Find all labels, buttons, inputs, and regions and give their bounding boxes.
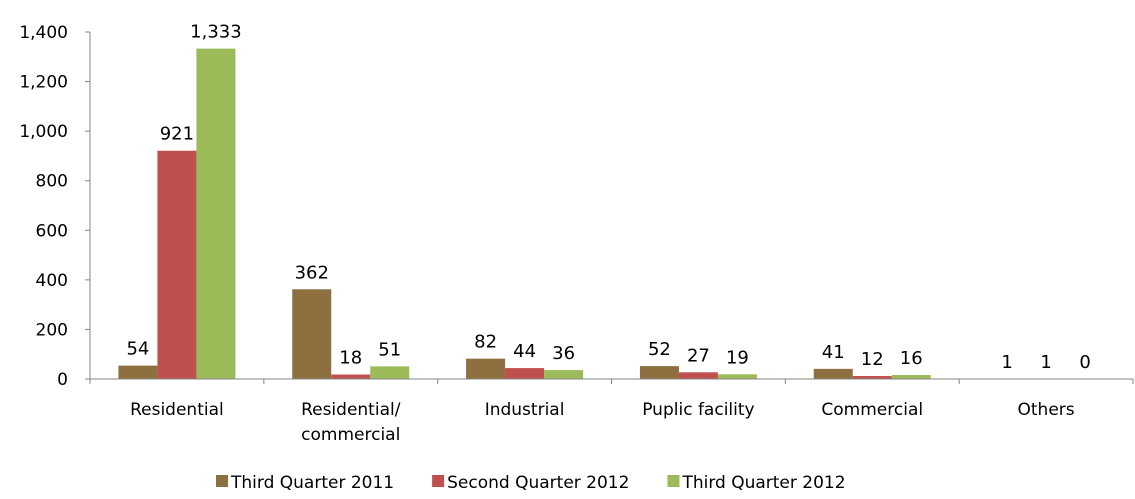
y-tick-label: 0 — [57, 370, 68, 390]
data-labels: 54 921 1,333 362 18 51 82 44 36 52 27 19 41 12 16 1 1 0 — [126, 22, 1090, 373]
data-label: 921 — [160, 124, 194, 145]
legend-swatch — [216, 475, 228, 487]
y-tick-label: 200 — [36, 320, 68, 340]
bar — [852, 376, 892, 379]
data-label: 54 — [126, 339, 149, 360]
y-tick-label: 400 — [36, 271, 68, 291]
legend-item: Third Quarter 2012 — [667, 473, 846, 493]
bar — [292, 289, 332, 379]
y-tick-label: 800 — [36, 172, 68, 192]
legend-item: Second Quarter 2012 — [432, 473, 629, 493]
bar — [157, 150, 197, 379]
data-label: 1 — [1040, 352, 1051, 373]
legend-label: Second Quarter 2012 — [447, 473, 629, 493]
data-label: 1,333 — [190, 22, 242, 43]
bar — [196, 48, 236, 379]
data-label: 12 — [861, 349, 884, 370]
bars — [118, 48, 1066, 379]
bar — [331, 374, 371, 379]
x-tick-label: Industrial — [485, 400, 565, 420]
data-label: 51 — [378, 339, 401, 360]
data-label: 44 — [513, 341, 536, 362]
x-tick-label: Residential — [130, 400, 224, 420]
data-label: 52 — [648, 339, 671, 360]
bar — [505, 368, 545, 379]
legend-swatch — [667, 475, 680, 487]
data-label: 27 — [687, 345, 710, 366]
bar — [544, 370, 584, 379]
y-tick-label: 1,400 — [19, 23, 68, 43]
bar — [678, 372, 718, 379]
x-tick-label: Others — [1018, 400, 1075, 420]
y-tick-label: 600 — [36, 221, 68, 241]
data-label: 82 — [474, 332, 497, 353]
bar — [118, 365, 158, 379]
x-axis: Residential Residential/commercial Industr… — [89, 378, 1134, 445]
data-label: 1 — [1001, 352, 1012, 373]
data-label: 362 — [295, 262, 329, 283]
data-label: 41 — [822, 342, 845, 363]
data-label: 18 — [339, 348, 362, 369]
bar — [466, 358, 506, 379]
data-label: 19 — [726, 347, 749, 368]
data-label: 36 — [552, 343, 575, 364]
bar — [639, 366, 679, 379]
x-tick-label: Puplic facility — [642, 400, 754, 420]
data-label: 0 — [1079, 352, 1090, 373]
y-tick-label: 1,000 — [19, 122, 68, 142]
y-tick-label: 1,200 — [19, 73, 68, 93]
bar — [717, 374, 757, 379]
legend: Third Quarter 2011 Second Quarter 2012 Thi… — [216, 473, 846, 493]
x-tick-label: Commercial — [821, 400, 923, 420]
legend-item: Third Quarter 2011 — [216, 473, 394, 493]
bar — [370, 366, 410, 379]
data-label: 16 — [900, 348, 923, 369]
legend-swatch — [432, 475, 445, 487]
y-axis: 0 200 400 600 800 1,000 1,200 1,400 — [19, 23, 91, 390]
legend-label: Third Quarter 2011 — [230, 473, 394, 493]
legend-label: Third Quarter 2012 — [681, 473, 845, 493]
bar — [813, 368, 853, 379]
bar — [891, 375, 931, 379]
x-tick-label: Residential/commercial — [301, 400, 401, 445]
